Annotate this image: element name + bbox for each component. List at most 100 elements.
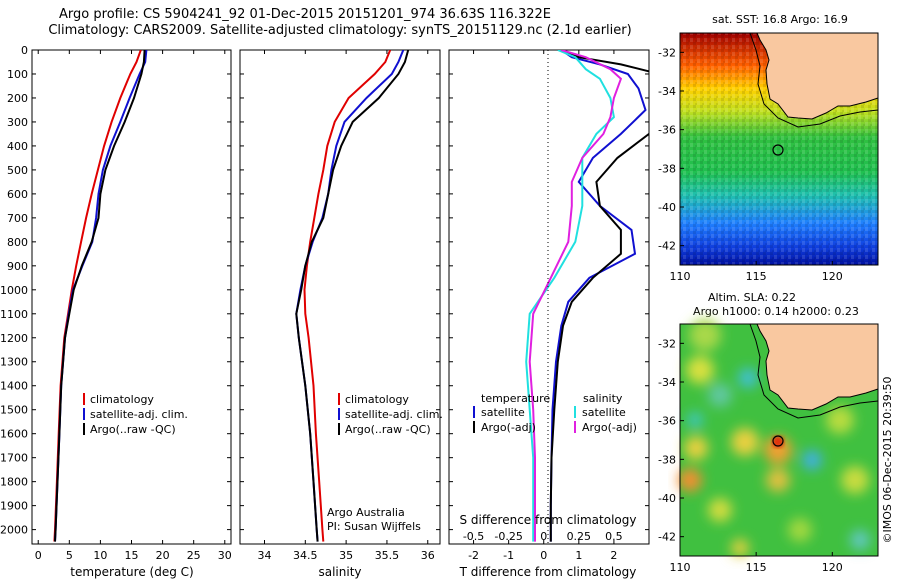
difference-panel-frame bbox=[448, 49, 650, 545]
y-tick-label: 1500 bbox=[0, 404, 28, 417]
y-tick-label: 200 bbox=[7, 92, 28, 105]
sla-map-frame bbox=[679, 323, 879, 557]
map-x-tick-label: 110 bbox=[670, 270, 691, 283]
temperature-legend: climatology satellite-adj. clim. Argo(..… bbox=[83, 393, 188, 436]
temperature-axis-label: temperature (deg C) bbox=[70, 565, 193, 579]
top-tick-label: 0.5 bbox=[605, 530, 623, 543]
sst-map-frame bbox=[679, 32, 879, 266]
x-tick-label: 36 bbox=[421, 549, 435, 562]
figure-title-line1: Argo profile: CS 5904241_92 01-Dec-2015 … bbox=[59, 7, 551, 22]
argo-location-marker bbox=[772, 144, 784, 156]
map-y-tick-label: -36 bbox=[658, 124, 676, 137]
salinity-legend: climatology satellite-adj. clim. Argo(..… bbox=[338, 393, 443, 436]
map-y-tick-label: -36 bbox=[658, 415, 676, 428]
series-line-argo-raw-qc bbox=[54, 50, 146, 542]
y-tick-label: 1200 bbox=[0, 332, 28, 345]
series-line-salinity-argo-adj bbox=[528, 50, 623, 542]
y-tick-label: 1100 bbox=[0, 308, 28, 321]
map-y-tick-label: -42 bbox=[658, 531, 676, 544]
map-y-tick-label: -40 bbox=[658, 492, 676, 505]
y-tick-label: 900 bbox=[7, 260, 28, 273]
legend-label-climatology: climatology bbox=[345, 393, 409, 406]
y-tick-label: 1000 bbox=[0, 284, 28, 297]
x-tick-label: 30 bbox=[218, 549, 232, 562]
salinity-axis-label: salinity bbox=[318, 565, 361, 579]
land-australia bbox=[756, 32, 879, 120]
y-tick-label: 0 bbox=[21, 44, 28, 57]
credit-line-1: Argo Australia bbox=[327, 506, 405, 519]
series-line-argo-raw-qc bbox=[295, 50, 410, 542]
y-tick-label: 800 bbox=[7, 236, 28, 249]
top-tick-label: 0 bbox=[540, 530, 547, 543]
sst-map-title: sat. SST: 16.8 Argo: 16.9 bbox=[712, 13, 848, 26]
series-line-temperature-satellite bbox=[549, 50, 647, 542]
series-line-satellite-adj-clim bbox=[54, 50, 148, 542]
x-tick-label: -1 bbox=[503, 549, 514, 562]
y-tick-label: 1300 bbox=[0, 356, 28, 369]
map-y-tick-label: -32 bbox=[658, 46, 676, 59]
y-tick-label: 500 bbox=[7, 164, 28, 177]
shelf-contour-sla bbox=[749, 323, 879, 419]
x-tick-label: 35.5 bbox=[375, 549, 400, 562]
y-tick-label: 1600 bbox=[0, 428, 28, 441]
top-tick-label: 0.25 bbox=[567, 530, 592, 543]
y-tick-label: 400 bbox=[7, 140, 28, 153]
x-tick-label: 5 bbox=[66, 549, 73, 562]
series-line-climatology bbox=[303, 50, 392, 542]
map-y-tick-label: -38 bbox=[658, 453, 676, 466]
x-tick-label: 20 bbox=[156, 549, 170, 562]
x-tick-label: 35 bbox=[339, 549, 353, 562]
difference-legend: temperature salinity satellite Argo(-adj… bbox=[473, 392, 637, 434]
y-tick-label: 300 bbox=[7, 116, 28, 129]
legend-label-sal-argo: Argo(-adj) bbox=[582, 421, 637, 434]
legend-title-temperature: temperature bbox=[481, 392, 550, 405]
y-tick-label: 2000 bbox=[0, 524, 28, 537]
series-line-climatology bbox=[53, 50, 142, 542]
temperature-panel-frame bbox=[31, 49, 232, 545]
sla-map-title: Altim. SLA: 0.22 bbox=[708, 291, 796, 304]
x-tick-label: 25 bbox=[187, 549, 201, 562]
x-tick-label: 34.5 bbox=[293, 549, 318, 562]
x-tick-label: 15 bbox=[125, 549, 139, 562]
map-y-tick-label: -34 bbox=[658, 85, 676, 98]
s-difference-axis-label: S difference from climatology bbox=[460, 513, 637, 527]
series-line-temperature-argo-adj bbox=[549, 50, 649, 542]
legend-label-argo: Argo(..raw -QC) bbox=[90, 423, 176, 436]
shelf-contour bbox=[749, 32, 879, 128]
top-tick-label: -0.25 bbox=[494, 530, 522, 543]
map-x-tick-label: 115 bbox=[746, 270, 767, 283]
series-line-salinity-satellite bbox=[525, 50, 615, 542]
salinity-panel-frame bbox=[239, 49, 441, 545]
legend-label-sal-satellite: satellite bbox=[582, 406, 626, 419]
y-tick-label: 100 bbox=[7, 68, 28, 81]
x-tick-label: 2 bbox=[610, 549, 617, 562]
map-y-tick-label: -40 bbox=[658, 201, 676, 214]
x-tick-label: 1 bbox=[575, 549, 582, 562]
legend-label-satellite: satellite-adj. clim. bbox=[345, 408, 443, 421]
x-tick-label: 34 bbox=[257, 549, 271, 562]
y-tick-label: 700 bbox=[7, 212, 28, 225]
x-tick-label: -2 bbox=[468, 549, 479, 562]
y-tick-label: 600 bbox=[7, 188, 28, 201]
imos-watermark: ©IMOS 06-Dec-2015 20:39:50 bbox=[881, 377, 894, 544]
sst-map bbox=[679, 32, 879, 266]
credit-line-2: PI: Susan Wijffels bbox=[327, 520, 421, 533]
legend-label-argo: Argo(..raw -QC) bbox=[345, 423, 431, 436]
map-x-tick-label: 120 bbox=[822, 561, 843, 574]
legend-label-temp-satellite: satellite bbox=[481, 406, 525, 419]
top-tick-label: -0.5 bbox=[463, 530, 484, 543]
map-y-tick-label: -38 bbox=[658, 162, 676, 175]
map-y-tick-label: -34 bbox=[658, 376, 676, 389]
sla-map-subtitle: Argo h1000: 0.14 h2000: 0.23 bbox=[693, 305, 859, 318]
x-tick-label: 10 bbox=[93, 549, 107, 562]
y-tick-label: 1900 bbox=[0, 500, 28, 513]
legend-title-salinity: salinity bbox=[583, 392, 623, 405]
map-x-tick-label: 120 bbox=[822, 270, 843, 283]
t-difference-axis-label: T difference from climatology bbox=[459, 565, 637, 579]
map-x-tick-label: 110 bbox=[670, 561, 691, 574]
legend-label-satellite: satellite-adj. clim. bbox=[90, 408, 188, 421]
legend-label-temp-argo: Argo(-adj) bbox=[481, 421, 536, 434]
y-tick-label: 1800 bbox=[0, 476, 28, 489]
map-y-tick-label: -32 bbox=[658, 337, 676, 350]
